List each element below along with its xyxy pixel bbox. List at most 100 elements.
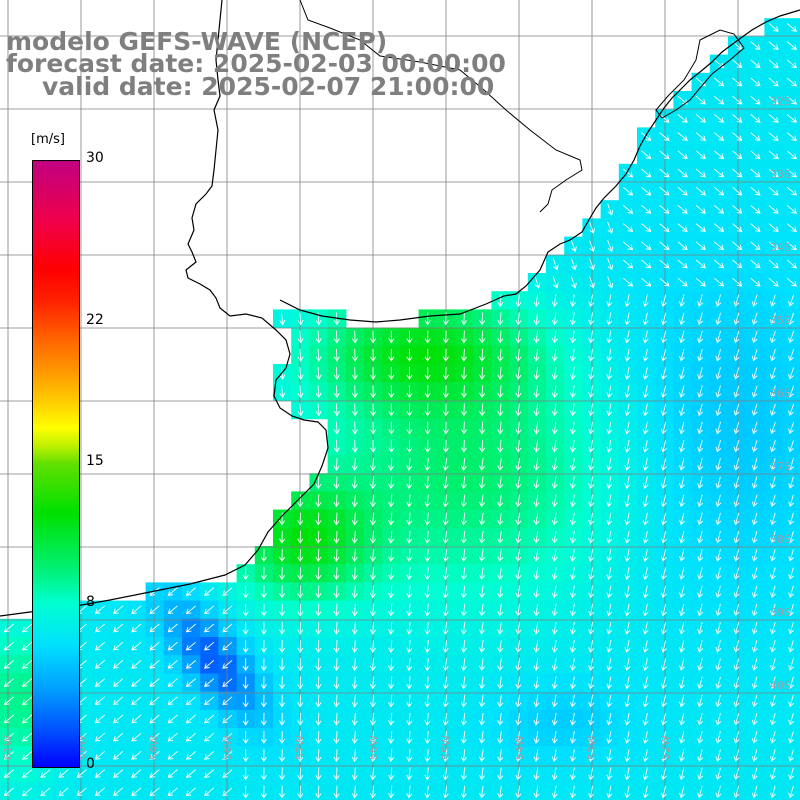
wind-arrow [260, 585, 267, 599]
wind-arrow [642, 549, 649, 562]
wind-arrow [697, 549, 704, 562]
wind-arrow [333, 603, 340, 617]
wind-arrow [607, 276, 614, 289]
wind-arrow [351, 494, 358, 508]
wind-arrow [588, 330, 595, 344]
wind-arrow [388, 494, 395, 508]
wind-arrow [167, 678, 178, 687]
wind-arrow [770, 658, 776, 671]
wind-arrow [642, 749, 649, 763]
wind-arrow [370, 385, 377, 399]
wind-arrow [624, 512, 631, 526]
wind-arrow [22, 787, 33, 797]
wind-arrow [788, 603, 794, 617]
wind-arrow [551, 585, 558, 599]
wind-speed-cell [782, 273, 800, 292]
wind-arrow [460, 712, 467, 726]
wind-arrow [769, 403, 776, 416]
wind-arrow [351, 421, 358, 435]
wind-arrow [460, 731, 467, 744]
wind-arrow [606, 403, 613, 417]
wind-arrow [515, 567, 522, 581]
wind-arrow [22, 751, 33, 760]
wind-arrow [260, 749, 267, 763]
wind-arrow [388, 530, 395, 544]
wind-arrow [751, 621, 758, 635]
wind-arrow [679, 312, 685, 326]
wind-arrow [497, 658, 504, 672]
wind-arrow [788, 458, 794, 471]
longitude-label: 58W [221, 735, 234, 760]
wind-arrow [551, 621, 558, 635]
wind-arrow [333, 749, 340, 763]
wind-arrow [695, 186, 706, 196]
wind-arrow [351, 530, 358, 544]
wind-arrow [222, 587, 233, 596]
wind-arrow [279, 676, 286, 690]
wind-arrow [369, 694, 376, 708]
wind-arrow [679, 767, 685, 781]
wind-arrow [497, 603, 504, 617]
wind-arrow [460, 640, 467, 653]
wind-arrow [642, 476, 649, 490]
title-forecast-date: forecast date: 2025-02-03 00:00:00 [6, 49, 506, 78]
wind-arrow [552, 276, 559, 289]
wind-arrow [370, 403, 377, 417]
wind-arrow [679, 458, 685, 471]
wind-arrow [478, 494, 486, 508]
wind-arrow [369, 640, 376, 653]
wind-arrow [388, 458, 395, 471]
wind-arrow [660, 476, 667, 489]
wind-arrow [515, 603, 522, 617]
wind-arrow [497, 348, 504, 362]
wind-arrow [406, 530, 413, 544]
wind-arrow [569, 694, 576, 708]
wind-arrow [515, 458, 522, 471]
wind-arrow [770, 676, 776, 690]
wind-arrow [588, 458, 595, 471]
wind-arrow [406, 731, 413, 744]
wind-arrow [697, 348, 704, 362]
wind-arrow [715, 458, 722, 471]
wind-arrow [3, 714, 14, 724]
wind-arrow [333, 348, 340, 362]
wind-arrow [424, 749, 431, 763]
wind-arrow [76, 787, 87, 797]
wind-arrow [113, 641, 124, 651]
wind-arrow [768, 205, 779, 214]
wind-arrow [3, 751, 14, 760]
wind-arrow [515, 512, 522, 526]
wind-arrow [569, 658, 576, 672]
wind-arrow [497, 712, 504, 726]
wind-arrow [623, 223, 634, 232]
wind-arrow [715, 676, 722, 690]
wind-arrow [714, 95, 725, 105]
wind-arrow [424, 731, 431, 744]
wind-arrow [624, 348, 631, 362]
wind-arrow [460, 567, 467, 581]
wind-arrow [551, 348, 558, 362]
wind-arrow [788, 531, 794, 544]
wind-arrow [551, 476, 558, 490]
wind-arrow [733, 712, 740, 726]
wind-arrow [606, 494, 613, 508]
wind-arrow [589, 258, 596, 271]
wind-arrow [260, 785, 267, 799]
wind-arrow [642, 439, 649, 453]
wind-arrow [461, 312, 467, 326]
wind-arrow [424, 640, 431, 653]
wind-arrow [497, 767, 504, 781]
wind-arrow [461, 421, 467, 435]
wind-arrow [442, 712, 449, 726]
wind-arrow [715, 712, 722, 726]
wind-arrow [204, 732, 215, 742]
wind-arrow [204, 769, 215, 778]
wind-arrow [479, 421, 486, 435]
wind-arrow [569, 549, 576, 562]
wind-arrow [351, 712, 358, 726]
wind-arrow [442, 694, 449, 708]
wind-arrow [770, 494, 776, 508]
wind-arrow [260, 549, 267, 562]
wind-arrow [351, 731, 358, 744]
